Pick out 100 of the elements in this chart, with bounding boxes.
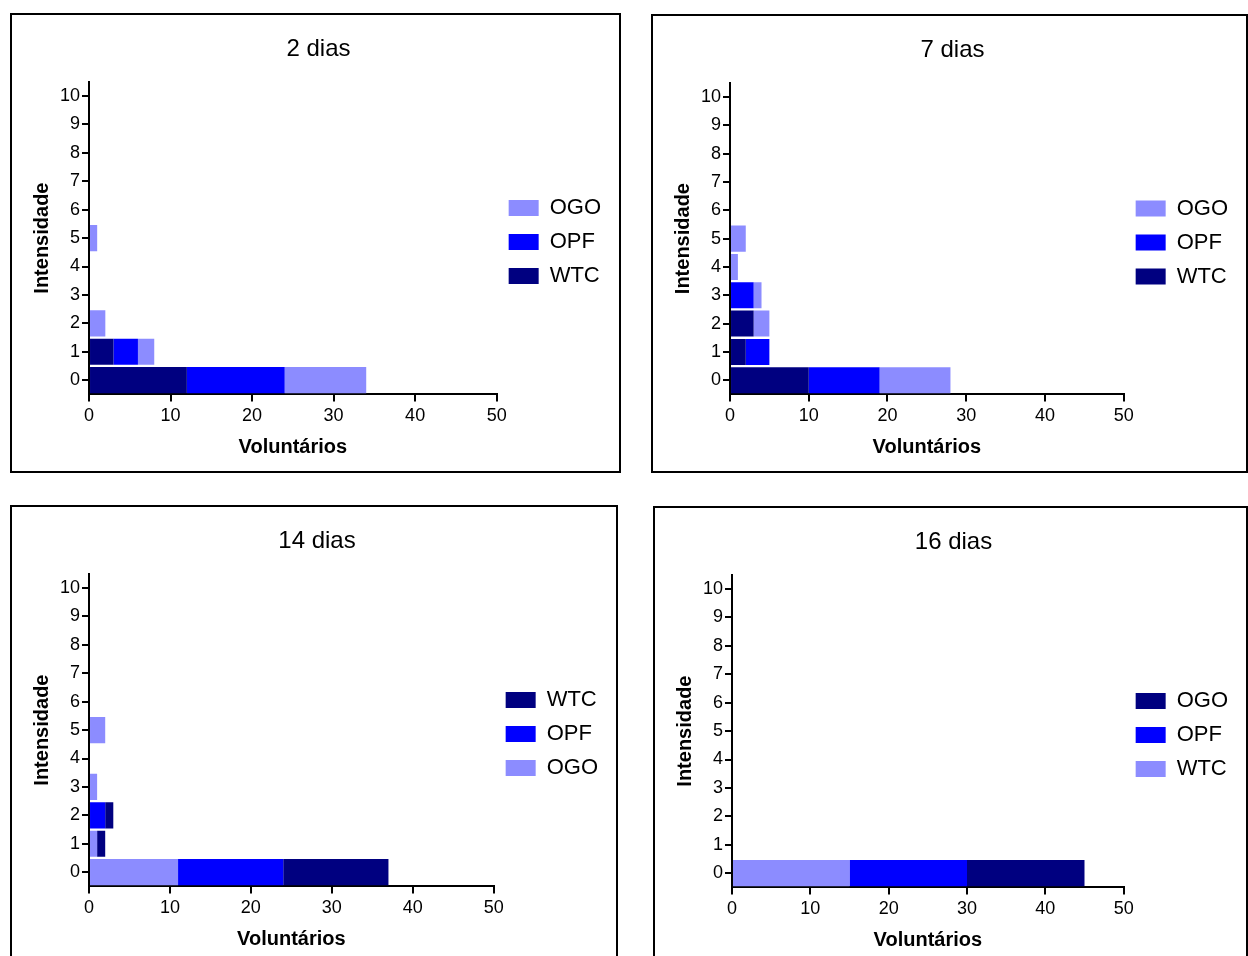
y-tick-label: 4 bbox=[70, 255, 81, 276]
x-tick-label: 30 bbox=[956, 898, 978, 919]
y-tick-label: 9 bbox=[70, 605, 81, 626]
legend-label: OPF bbox=[546, 720, 592, 746]
y-tick-label: 3 bbox=[713, 776, 724, 797]
legend-label: OGO bbox=[1176, 687, 1229, 713]
bar bbox=[731, 225, 746, 252]
x-axis-title: Voluntários bbox=[872, 434, 982, 457]
legend-label: WTC bbox=[546, 686, 597, 712]
bar bbox=[90, 717, 106, 744]
y-tick-label: 0 bbox=[713, 862, 724, 883]
y-tick-label: 1 bbox=[711, 340, 722, 361]
bar bbox=[90, 225, 98, 252]
x-tick-label: 40 bbox=[405, 405, 426, 426]
x-tick-label: 50 bbox=[1113, 898, 1134, 919]
bar bbox=[178, 859, 284, 886]
y-tick-label: 10 bbox=[700, 85, 722, 106]
y-tick-label: 7 bbox=[713, 663, 724, 684]
x-axis-title: Voluntários bbox=[238, 434, 348, 457]
y-tick-label: 9 bbox=[711, 114, 722, 135]
y-tick-label: 4 bbox=[711, 255, 722, 276]
legend-label: OGO bbox=[546, 754, 599, 780]
y-tick-label: 8 bbox=[70, 633, 81, 654]
chart-title: 7 dias bbox=[920, 35, 985, 63]
x-tick-label: 20 bbox=[878, 898, 899, 919]
y-tick-label: 3 bbox=[70, 775, 81, 796]
y-tick-label: 3 bbox=[711, 284, 722, 305]
y-tick-label: 7 bbox=[711, 170, 722, 191]
bar bbox=[731, 338, 746, 365]
x-tick-label: 10 bbox=[159, 897, 180, 918]
bar bbox=[90, 773, 98, 801]
y-axis-title: Intensidade bbox=[29, 674, 52, 786]
bar bbox=[90, 802, 106, 829]
chart-title: 14 dias bbox=[278, 526, 356, 554]
y-tick-label: 0 bbox=[70, 861, 81, 882]
y-tick-label: 2 bbox=[711, 312, 722, 333]
legend-label: WTC bbox=[1176, 755, 1227, 781]
x-tick-label: 50 bbox=[486, 405, 507, 426]
x-tick-label: 20 bbox=[240, 897, 261, 918]
y-tick-label: 1 bbox=[713, 833, 724, 854]
bar bbox=[753, 310, 770, 337]
y-tick-label: 2 bbox=[70, 312, 81, 333]
legend-label: OGO bbox=[549, 194, 602, 220]
bar bbox=[97, 830, 106, 857]
legend-label: OPF bbox=[1176, 228, 1222, 254]
bar bbox=[137, 338, 155, 365]
bar bbox=[186, 367, 285, 394]
bar bbox=[283, 859, 389, 886]
x-tick-label: 20 bbox=[242, 405, 263, 426]
bar bbox=[90, 338, 114, 365]
x-tick-label: 0 bbox=[84, 897, 95, 918]
y-tick-label: 2 bbox=[70, 804, 81, 825]
y-tick-label: 5 bbox=[70, 227, 81, 248]
y-tick-label: 8 bbox=[713, 634, 724, 655]
x-tick-label: 40 bbox=[1034, 405, 1055, 426]
x-tick-label: 0 bbox=[727, 898, 738, 919]
x-tick-label: 10 bbox=[160, 405, 181, 426]
y-tick-label: 8 bbox=[711, 142, 722, 163]
y-tick-label: 5 bbox=[713, 720, 724, 741]
x-tick-label: 30 bbox=[323, 405, 344, 426]
bar bbox=[808, 367, 880, 394]
legend-label: OGO bbox=[1176, 194, 1229, 220]
bar bbox=[284, 367, 367, 394]
y-tick-label: 0 bbox=[711, 369, 722, 390]
legend-label: WTC bbox=[1176, 262, 1227, 288]
y-tick-label: 8 bbox=[70, 141, 81, 162]
y-tick-label: 5 bbox=[70, 719, 81, 740]
y-tick-label: 4 bbox=[713, 748, 724, 769]
bar bbox=[879, 367, 951, 394]
bar bbox=[90, 367, 187, 394]
bar bbox=[731, 367, 809, 394]
x-axis-title: Voluntários bbox=[873, 927, 983, 950]
bar bbox=[90, 310, 106, 337]
y-tick-label: 9 bbox=[70, 113, 81, 134]
y-tick-label: 6 bbox=[711, 199, 722, 220]
legend-label: OPF bbox=[549, 228, 595, 254]
y-axis-title: Intensidade bbox=[29, 182, 52, 294]
x-axis-title: Voluntários bbox=[237, 926, 346, 949]
bar bbox=[753, 282, 762, 309]
y-tick-label: 7 bbox=[70, 662, 81, 683]
bar bbox=[90, 859, 179, 886]
chart-title: 2 dias bbox=[286, 34, 351, 62]
bar bbox=[731, 282, 754, 309]
y-tick-label: 3 bbox=[70, 283, 81, 304]
y-axis-title: Intensidade bbox=[670, 183, 693, 295]
y-tick-label: 2 bbox=[713, 805, 724, 826]
bar bbox=[105, 802, 114, 829]
y-tick-label: 0 bbox=[70, 369, 81, 390]
bar bbox=[113, 338, 138, 365]
bar bbox=[745, 338, 770, 365]
bar bbox=[731, 310, 754, 337]
x-tick-label: 30 bbox=[956, 405, 977, 426]
y-tick-label: 9 bbox=[713, 606, 724, 627]
y-axis-title: Intensidade bbox=[672, 675, 695, 787]
y-tick-label: 6 bbox=[70, 690, 81, 711]
x-tick-label: 10 bbox=[800, 898, 821, 919]
legend-label: WTC bbox=[549, 262, 600, 288]
y-tick-label: 4 bbox=[70, 747, 81, 768]
x-tick-label: 10 bbox=[798, 405, 819, 426]
y-tick-label: 5 bbox=[711, 227, 722, 248]
